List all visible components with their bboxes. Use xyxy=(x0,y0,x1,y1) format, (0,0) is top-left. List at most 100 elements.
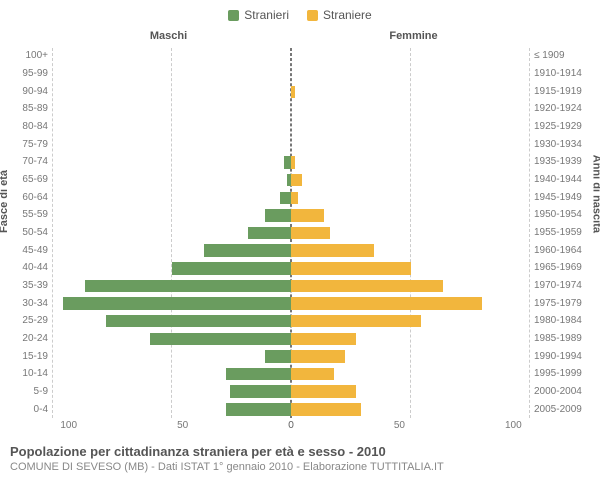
birth-year-label: 1960-1964 xyxy=(534,242,582,259)
chart-container: Stranieri Straniere Fasce di età Anni di… xyxy=(0,0,600,500)
age-label: 35-39 xyxy=(22,278,48,295)
birth-year-label: 1995-1999 xyxy=(534,366,582,383)
bar-row xyxy=(52,101,291,119)
age-group-labels: 100+95-9990-9485-8980-8475-7970-7465-696… xyxy=(10,28,52,438)
female-bar xyxy=(291,156,295,169)
birth-year-label: 1965-1969 xyxy=(534,260,582,277)
age-label: 100+ xyxy=(25,48,48,65)
birth-year-label: 1940-1944 xyxy=(534,172,582,189)
birth-year-label: 1980-1984 xyxy=(534,313,582,330)
birth-year-label: 1915-1919 xyxy=(534,83,582,100)
age-label: 15-19 xyxy=(22,348,48,365)
male-panel: Maschi 050100 xyxy=(52,28,291,438)
male-bar xyxy=(248,227,291,240)
y-axis-right-label: Anni di nascita xyxy=(590,155,600,233)
age-label: 90-94 xyxy=(22,83,48,100)
x-tick-label: 50 xyxy=(394,420,405,436)
bar-row xyxy=(291,101,530,119)
bar-row xyxy=(52,401,291,419)
bar-row xyxy=(52,66,291,84)
bar-row xyxy=(291,348,530,366)
x-tick-label: 0 xyxy=(288,420,294,436)
male-bar xyxy=(172,262,292,275)
age-label: 65-69 xyxy=(22,172,48,189)
female-bar xyxy=(291,333,356,346)
bar-row xyxy=(291,119,530,137)
bar-row xyxy=(291,312,530,330)
female-bar xyxy=(291,174,302,187)
bar-row xyxy=(52,189,291,207)
female-bar xyxy=(291,350,345,363)
chart-title: Popolazione per cittadinanza straniera p… xyxy=(10,444,590,459)
age-label: 30-34 xyxy=(22,295,48,312)
female-header: Femmine xyxy=(291,30,530,42)
birth-year-label: 1930-1934 xyxy=(534,136,582,153)
bar-row xyxy=(52,48,291,66)
age-label: 95-99 xyxy=(22,66,48,83)
bar-row xyxy=(291,154,530,172)
bar-row xyxy=(52,383,291,401)
birth-year-label: 1910-1914 xyxy=(534,66,582,83)
male-bar xyxy=(226,403,291,416)
bar-row xyxy=(291,66,530,84)
birth-year-label: 1950-1954 xyxy=(534,207,582,224)
female-bar xyxy=(291,86,295,99)
legend-item-female: Straniere xyxy=(307,8,372,22)
female-panel: Femmine 0 50 100 xyxy=(291,28,530,438)
legend-label-female: Straniere xyxy=(323,8,372,22)
male-bar xyxy=(265,209,291,222)
bar-row xyxy=(291,136,530,154)
female-swatch xyxy=(307,10,318,21)
male-bar xyxy=(230,385,291,398)
age-label: 85-89 xyxy=(22,101,48,118)
chart-footer: Popolazione per cittadinanza straniera p… xyxy=(10,444,590,473)
female-bar xyxy=(291,368,334,381)
female-bars xyxy=(291,48,530,418)
chart-subtitle: COMUNE DI SEVESO (MB) - Dati ISTAT 1° ge… xyxy=(10,461,590,473)
plot-area: Maschi 050100 Femmine 050100 xyxy=(52,28,530,438)
male-bar xyxy=(150,333,291,346)
age-label: 50-54 xyxy=(22,225,48,242)
birth-year-label: 1970-1974 xyxy=(534,278,582,295)
age-label: 0-4 xyxy=(34,401,48,418)
birth-year-label: 1990-1994 xyxy=(534,348,582,365)
bar-row xyxy=(52,295,291,313)
birth-year-label: 1975-1979 xyxy=(534,295,582,312)
birth-year-label: 1935-1939 xyxy=(534,154,582,171)
bar-row xyxy=(52,260,291,278)
bar-row xyxy=(291,48,530,66)
male-bar xyxy=(85,280,291,293)
bar-row xyxy=(52,171,291,189)
bar-row xyxy=(291,224,530,242)
bar-row xyxy=(291,383,530,401)
birth-year-label: 1925-1929 xyxy=(534,119,582,136)
bar-row xyxy=(52,207,291,225)
legend: Stranieri Straniere xyxy=(10,8,590,22)
male-bar xyxy=(226,368,291,381)
population-pyramid: Fasce di età Anni di nascita 100+95-9990… xyxy=(10,28,590,438)
age-label: 40-44 xyxy=(22,260,48,277)
bar-row xyxy=(291,365,530,383)
female-bar xyxy=(291,315,421,328)
x-ticks-right: 0 50 100 xyxy=(291,420,530,436)
x-tick-label: 100 xyxy=(60,420,77,436)
bar-row xyxy=(52,330,291,348)
bar-row xyxy=(52,224,291,242)
bar-row xyxy=(291,83,530,101)
age-label: 10-14 xyxy=(22,366,48,383)
age-label: 70-74 xyxy=(22,154,48,171)
bar-row xyxy=(291,277,530,295)
x-tick-label: 50 xyxy=(177,420,188,436)
legend-label-male: Stranieri xyxy=(244,8,289,22)
bar-row xyxy=(52,119,291,137)
bar-row xyxy=(52,242,291,260)
bar-row xyxy=(52,312,291,330)
x-tick-label: 100 xyxy=(505,420,522,436)
y-axis-left-label: Fasce di età xyxy=(0,170,10,233)
bar-row xyxy=(52,136,291,154)
bar-row xyxy=(291,207,530,225)
female-bar xyxy=(291,403,361,416)
bar-row xyxy=(291,260,530,278)
bar-row xyxy=(291,189,530,207)
birth-year-label: 2005-2009 xyxy=(534,401,582,418)
